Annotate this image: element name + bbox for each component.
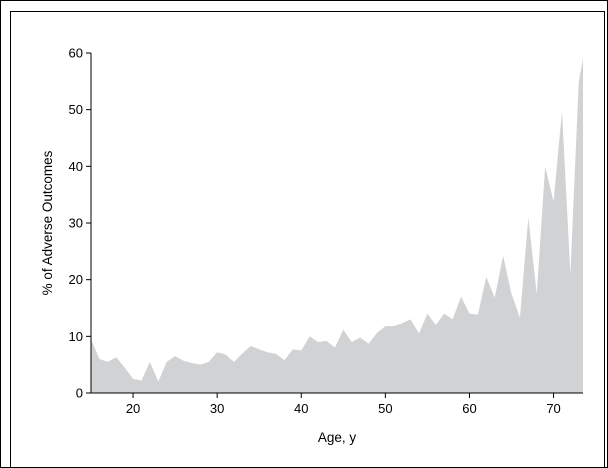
x-tick-label: 20 [126,401,140,416]
x-tick-label: 70 [546,401,560,416]
y-tick-label: 30 [69,216,83,231]
y-tick-label: 0 [76,386,83,401]
y-axis-title: % of Adverse Outcomes [40,150,55,295]
y-tick-label: 20 [69,272,83,287]
y-tick-label: 40 [69,159,83,174]
chart-panel-border [10,11,605,468]
y-tick-label: 50 [69,102,83,117]
x-tick-label: 60 [462,401,476,416]
x-axis-title: Age, y [318,430,357,445]
y-axis-ticks: 0 10 20 30 40 50 60 [69,46,91,401]
x-tick-label: 50 [378,401,392,416]
y-tick-label: 10 [69,329,83,344]
series-layer [91,58,583,394]
x-tick-label: 40 [294,401,308,416]
area-series-0 [91,58,583,394]
x-axis-ticks: 20 30 40 50 60 70 [126,393,561,416]
x-tick-label: 30 [210,401,224,416]
plot-area: 20 30 40 50 60 70 0 10 20 30 40 50 60 [69,46,583,416]
y-tick-label: 60 [69,46,83,61]
